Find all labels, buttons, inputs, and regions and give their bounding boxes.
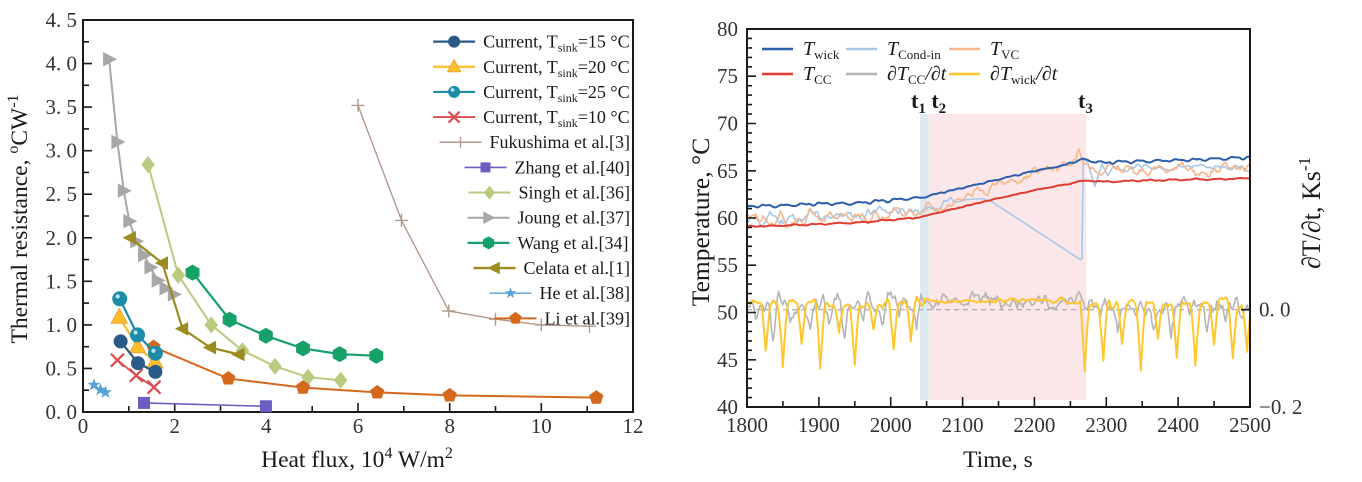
svg-text:4. 5: 4. 5 (46, 8, 78, 32)
svg-text:1. 0: 1. 0 (46, 313, 78, 337)
svg-text:Heat flux, 104 W/m2: Heat flux, 104 W/m2 (261, 445, 453, 473)
svg-text:1800: 1800 (726, 413, 768, 437)
svg-text:55: 55 (717, 253, 738, 277)
svg-text:3. 5: 3. 5 (46, 95, 78, 119)
svg-text:2. 5: 2. 5 (46, 182, 78, 206)
svg-text:He et al.[38]: He et al.[38] (540, 283, 630, 303)
svg-text:Fukushima et al.[3]: Fukushima et al.[3] (490, 132, 630, 152)
svg-text:2. 0: 2. 0 (46, 226, 78, 250)
svg-text:75: 75 (717, 64, 738, 88)
svg-text:Joung et al.[37]: Joung et al.[37] (518, 208, 630, 228)
svg-text:8: 8 (444, 414, 455, 438)
svg-text:12: 12 (623, 414, 644, 438)
svg-text:Singh et al.[36]: Singh et al.[36] (519, 183, 630, 203)
svg-text:−0. 2: −0. 2 (1259, 395, 1302, 419)
svg-text:40: 40 (717, 395, 738, 419)
svg-text:Current, Tsink=15 °C: Current, Tsink=15 °C (483, 32, 630, 55)
svg-text:Zhang et al.[40]: Zhang et al.[40] (515, 157, 630, 177)
svg-text:6: 6 (353, 414, 364, 438)
svg-text:Li et al.[39]: Li et al.[39] (545, 308, 630, 328)
svg-text:2500: 2500 (1229, 413, 1271, 437)
svg-text:4. 0: 4. 0 (46, 52, 78, 76)
svg-text:Temperature, °C: Temperature, °C (686, 138, 715, 306)
svg-text:50: 50 (717, 301, 738, 325)
svg-text:Wang et al.[34]: Wang et al.[34] (518, 233, 629, 253)
svg-text:0: 0 (78, 414, 89, 438)
svg-text:Current, Tsink=25 °C: Current, Tsink=25 °C (483, 82, 630, 105)
svg-text:45: 45 (717, 348, 738, 372)
svg-text:0. 0: 0. 0 (1259, 298, 1291, 322)
svg-text:∂Twick/∂t: ∂Twick/∂t (990, 63, 1058, 87)
svg-text:2300: 2300 (1085, 413, 1127, 437)
svg-text:2000: 2000 (870, 413, 912, 437)
svg-text:10: 10 (531, 414, 552, 438)
svg-text:1. 5: 1. 5 (46, 269, 78, 293)
svg-text:Current, Tsink=20 °C: Current, Tsink=20 °C (483, 57, 630, 80)
svg-text:4: 4 (261, 414, 272, 438)
svg-text:70: 70 (717, 112, 738, 136)
svg-text:0. 5: 0. 5 (46, 356, 78, 380)
svg-text:60: 60 (717, 206, 738, 230)
svg-text:2100: 2100 (942, 413, 984, 437)
svg-text:80: 80 (717, 17, 738, 41)
svg-text:1900: 1900 (798, 413, 840, 437)
svg-text:2400: 2400 (1157, 413, 1199, 437)
svg-text:Current, Tsink=10 °C: Current, Tsink=10 °C (483, 107, 630, 130)
svg-text:2200: 2200 (1013, 413, 1055, 437)
svg-text:3. 0: 3. 0 (46, 139, 78, 163)
svg-text:∂T/∂t, Ks-1: ∂T/∂t, Ks-1 (1295, 157, 1326, 269)
svg-text:Thermal resistance, oCW-1: Thermal resistance, oCW-1 (5, 94, 33, 343)
svg-text:Celata et al.[1]: Celata et al.[1] (524, 258, 630, 278)
svg-text:65: 65 (717, 159, 738, 183)
svg-text:Time, s: Time, s (963, 447, 1033, 473)
svg-text:2: 2 (169, 414, 180, 438)
svg-text:0. 0: 0. 0 (46, 400, 78, 424)
